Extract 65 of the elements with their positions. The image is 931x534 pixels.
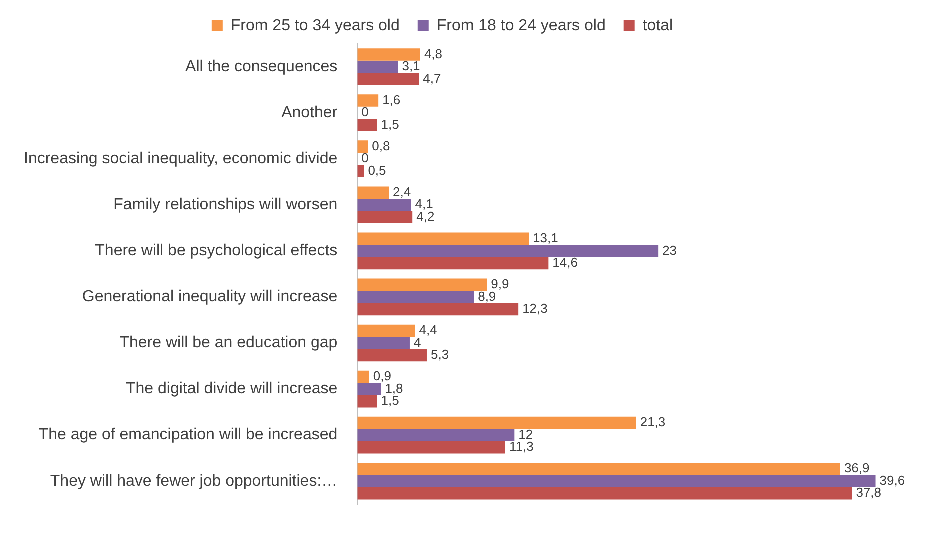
bar	[358, 48, 420, 61]
data-label: 14,6	[552, 255, 578, 270]
bar	[358, 119, 378, 132]
bar	[358, 199, 412, 212]
y-tick-label: Increasing social inequality, economic divide	[24, 150, 338, 168]
bar	[358, 165, 364, 178]
legend-label: total	[642, 17, 674, 34]
data-label: 1,6	[382, 92, 401, 108]
bar	[358, 383, 382, 396]
legend-label: From 18 to 24 years old	[436, 17, 606, 34]
bar	[358, 291, 474, 304]
bar	[358, 94, 379, 107]
bar	[358, 370, 370, 384]
data-label: 4,4	[419, 322, 438, 338]
bar	[358, 462, 840, 476]
y-tick-label: Another	[282, 104, 338, 122]
y-tick-label: Generational inequality will increase	[82, 288, 338, 306]
data-label: 4,7	[423, 70, 442, 86]
bar	[358, 324, 416, 338]
data-label: 12	[518, 426, 534, 442]
data-label: 13,1	[533, 230, 558, 246]
bar	[358, 429, 515, 442]
bar	[358, 303, 519, 316]
legend-label: From 25 to 34 years old	[230, 17, 400, 34]
data-label: 0,5	[368, 162, 386, 178]
data-label: 1,5	[381, 393, 400, 408]
data-label: 23	[662, 242, 678, 258]
data-label: 21,3	[640, 414, 666, 430]
data-label: 11,3	[509, 439, 534, 454]
data-label: 37,8	[856, 485, 882, 500]
data-label: 1,5	[381, 116, 400, 132]
data-label: 4,8	[424, 46, 443, 62]
data-label: 12,3	[522, 301, 548, 316]
bar	[358, 60, 398, 74]
data-label: 39,6	[880, 472, 906, 488]
bar	[358, 441, 506, 454]
data-label: 5,3	[430, 347, 450, 362]
data-label: 0	[362, 150, 369, 166]
data-label: 36,9	[844, 460, 870, 476]
bar	[358, 278, 488, 292]
bar	[358, 395, 378, 408]
bar	[358, 475, 876, 488]
data-label: 0	[362, 104, 369, 120]
bar	[358, 257, 549, 270]
bar	[358, 211, 413, 224]
bar	[358, 488, 852, 500]
bar	[358, 232, 530, 246]
y-tick-label: The digital divide will increase	[126, 380, 338, 398]
bar	[358, 245, 659, 258]
data-label: 4	[414, 334, 422, 350]
data-label: 0,8	[372, 138, 390, 154]
bar	[358, 140, 368, 153]
y-tick-label: There will be psychological effects	[95, 242, 338, 260]
y-tick-label: The age of emancipation will be increased	[38, 426, 338, 444]
bar	[358, 416, 636, 430]
y-tick-label: Family relationships will worsen	[114, 196, 338, 214]
bar	[358, 337, 410, 350]
y-tick-label: They will have fewer job opportunities:…	[50, 472, 338, 490]
bar	[358, 73, 420, 86]
bar	[358, 349, 427, 362]
y-tick-label: All the consequences	[186, 58, 338, 76]
data-label: 3,1	[402, 58, 420, 74]
bar	[358, 186, 390, 199]
y-tick-label: There will be an education gap	[120, 334, 338, 352]
data-label: 2,4	[393, 184, 412, 200]
